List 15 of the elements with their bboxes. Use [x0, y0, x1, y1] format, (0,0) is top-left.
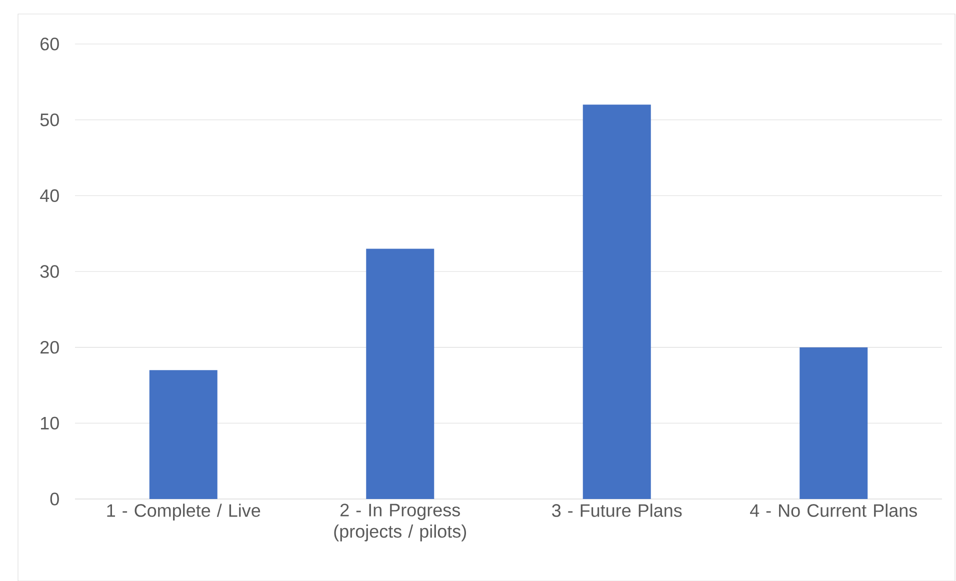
- y-tick-label: 60: [40, 38, 59, 50]
- y-tick-label: 0: [50, 492, 59, 506]
- bar: [149, 370, 218, 499]
- y-tick-label: 40: [40, 189, 59, 202]
- x-tick-label: 1 - Complete / Live: [107, 504, 260, 520]
- x-tick-label: 3 - Future Plans: [552, 504, 682, 517]
- y-tick-label: 10: [40, 416, 59, 430]
- y-tick-label: 30: [40, 265, 59, 278]
- bar: [582, 104, 651, 499]
- y-tick-label: 50: [40, 113, 59, 126]
- y-tick-label: 20: [40, 340, 59, 354]
- bar: [800, 347, 868, 499]
- bar: [366, 248, 434, 499]
- x-tick-label: 2 - In Progress (projects / pilots): [334, 504, 466, 542]
- x-tick-label: 4 - No Current Plans: [750, 504, 917, 517]
